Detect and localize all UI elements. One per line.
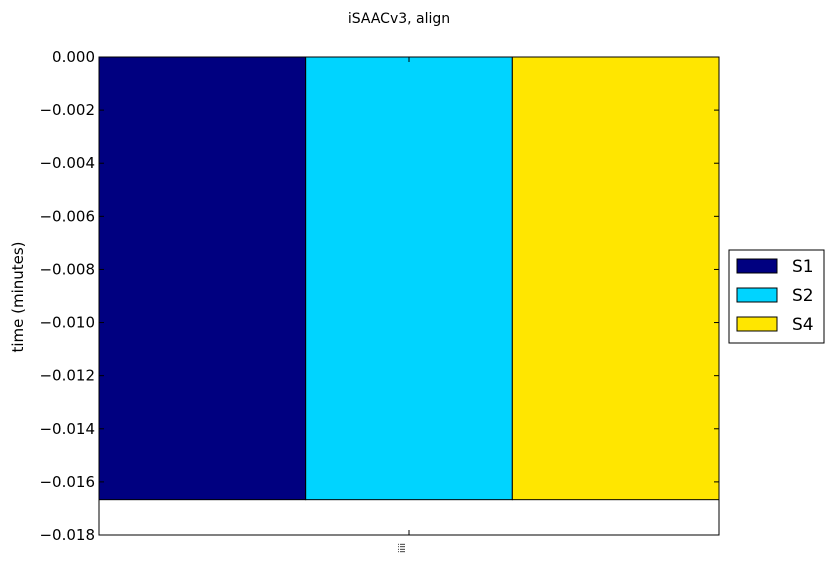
y-tick-label: −0.012 xyxy=(39,367,95,385)
bar-s4 xyxy=(511,56,720,501)
bar-s2 xyxy=(305,56,513,501)
y-tick-label: −0.016 xyxy=(39,473,95,491)
y-tick-label: −0.018 xyxy=(39,526,95,544)
y-tick-label: 0.000 xyxy=(52,48,95,66)
legend-swatch-s1 xyxy=(736,258,778,274)
legend-label-s4: S4 xyxy=(792,315,814,335)
legend-label-s2: S2 xyxy=(792,286,814,306)
legend-swatch-s4 xyxy=(736,316,778,332)
y-tick-label: −0.002 xyxy=(39,101,95,119)
y-tick-label: −0.004 xyxy=(39,154,95,172)
bars-group xyxy=(98,56,720,501)
legend-label-s1: S1 xyxy=(792,257,814,277)
y-tick-label: −0.008 xyxy=(39,260,95,278)
y-axis-label: time (minutes) xyxy=(9,241,27,352)
y-tick-label: −0.010 xyxy=(39,314,95,332)
chart-title: iSAACv3, align xyxy=(348,11,450,27)
bar-s1 xyxy=(98,56,307,501)
legend: S1 S2 S4 xyxy=(728,249,825,344)
y-tick-label: −0.006 xyxy=(39,207,95,225)
y-axis-ticks: 0.000 −0.002 −0.004 −0.006 −0.008 −0.010 −0.01… xyxy=(39,48,719,544)
x-tick-label: iiii xyxy=(398,543,408,553)
y-tick-label: −0.014 xyxy=(39,420,95,438)
legend-swatch-s2 xyxy=(736,287,778,303)
